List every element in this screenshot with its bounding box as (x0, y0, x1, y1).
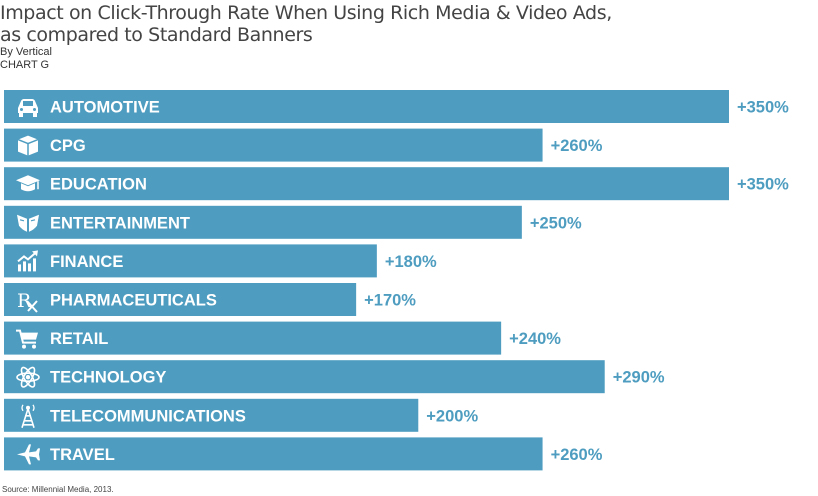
prescription-icon: R (17, 290, 38, 313)
graduation-cap-icon (16, 175, 40, 192)
bar (4, 437, 543, 471)
value-label: +170% (364, 292, 416, 310)
category-label: ENTERTAINMENT (50, 214, 190, 232)
value-label: +250% (530, 214, 582, 232)
shopping-cart-icon (16, 329, 38, 349)
growth-chart-icon (17, 250, 38, 272)
value-label: +260% (551, 446, 603, 464)
chart-subtitle: By Vertical (0, 46, 52, 58)
category-label: EDUCATION (50, 176, 147, 194)
bar-row: EDUCATION +350% (4, 167, 789, 201)
bar (4, 205, 522, 239)
bar-row: R PHARMACEUTICALS +170% (4, 283, 416, 316)
value-label: +290% (613, 369, 665, 387)
bar (4, 321, 502, 355)
bar-row: TECHNOLOGY +290% (4, 360, 665, 394)
antenna-tower-icon (21, 404, 35, 429)
value-label: +260% (551, 137, 603, 155)
value-label: +350% (737, 99, 789, 117)
category-label: TECHNOLOGY (50, 369, 166, 387)
car-icon (18, 99, 38, 117)
bar (4, 90, 729, 123)
category-label: AUTOMOTIVE (50, 99, 160, 117)
bar (4, 398, 419, 432)
atom-icon (16, 366, 40, 388)
svg-text:R: R (17, 290, 32, 312)
category-label: CPG (50, 137, 86, 155)
bar-row: TRAVEL +260% (4, 437, 603, 471)
chart-header: Impact on Click-Through Rate When Using … (0, 2, 818, 72)
chart-label: CHART G (0, 59, 50, 71)
bar-row: RETAIL +240% (4, 321, 561, 355)
value-label: +240% (509, 330, 561, 348)
source-note: Source: Millennial Media, 2013. (2, 485, 114, 494)
bar-row: ENTERTAINMENT +250% (4, 205, 582, 239)
value-label: +180% (385, 253, 437, 271)
bar (4, 360, 605, 394)
bar-row: AUTOMOTIVE +350% (4, 90, 789, 123)
bar (4, 128, 543, 162)
box-icon (17, 135, 39, 156)
bar-row: FINANCE +180% (4, 244, 437, 278)
bar (4, 244, 377, 278)
bar-row: TELECOMMUNICATIONS +200% (4, 398, 478, 432)
category-label: TRAVEL (50, 446, 115, 464)
bar-row: CPG +260% (4, 128, 603, 162)
airplane-icon (17, 444, 40, 465)
value-label: +350% (737, 176, 789, 194)
chart-title-line-1: Impact on Click-Through Rate When Using … (0, 2, 612, 24)
value-label: +200% (426, 407, 478, 425)
category-label: RETAIL (50, 330, 108, 348)
category-label: PHARMACEUTICALS (50, 292, 217, 310)
category-label: TELECOMMUNICATIONS (50, 407, 246, 425)
bar (4, 283, 357, 316)
bar (4, 167, 729, 201)
chart-title-line-2: as compared to Standard Banners (0, 24, 313, 46)
category-label: FINANCE (50, 253, 123, 271)
film-icon (17, 214, 39, 232)
